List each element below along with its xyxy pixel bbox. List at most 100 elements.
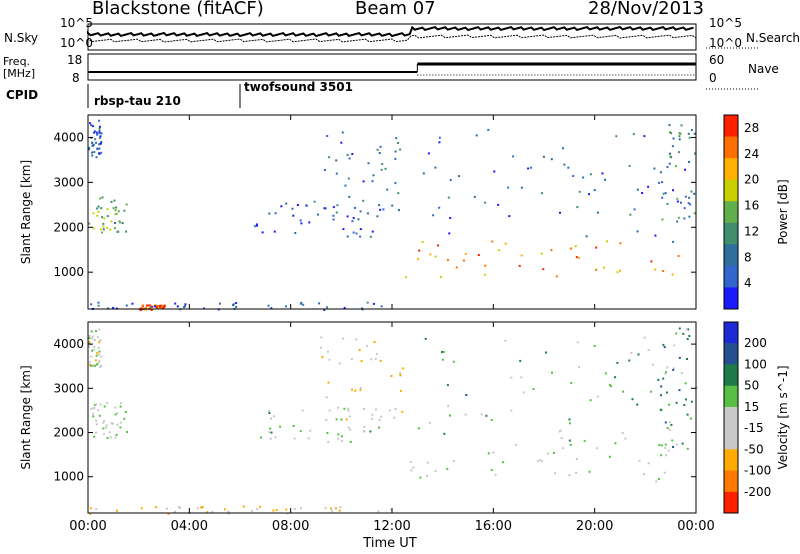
data-point-0-5 (380, 168, 383, 171)
colorbar-segment-1-4 (724, 406, 738, 429)
data-point-1-3 (260, 436, 262, 439)
x-axis-label: Time UT (362, 536, 416, 551)
data-point-0-4 (332, 218, 335, 221)
data-point-0-8 (680, 201, 682, 204)
data-point-1-2 (95, 508, 98, 511)
data-point-0-1 (119, 221, 122, 224)
date-label: 28/Nov/2013 (588, 0, 704, 19)
data-point-1-5 (426, 474, 428, 477)
data-point-0-8 (664, 192, 667, 195)
freq-label: Freq. (3, 55, 31, 68)
data-point-0-6 (421, 241, 424, 244)
data-point-0-3 (235, 302, 238, 304)
data-point-1-6 (622, 390, 625, 393)
data-point-0-1 (97, 210, 100, 213)
freq-unit-label: [MHz] (3, 67, 36, 80)
data-point-0-2 (141, 305, 144, 308)
colorbar-segment-0-2 (724, 158, 738, 181)
data-point-0-5 (362, 199, 365, 202)
data-point-0-6 (650, 260, 653, 263)
data-point-0-7 (615, 135, 618, 138)
data-point-1-5 (502, 461, 504, 464)
data-point-1-2 (196, 507, 199, 510)
data-point-1-6 (660, 394, 662, 397)
colorbar-segment-0-7 (724, 265, 738, 288)
data-point-1-5 (647, 462, 650, 465)
data-point-0-2 (161, 304, 164, 307)
data-point-0-4 (253, 225, 256, 228)
data-point-1-2 (256, 508, 259, 510)
data-point-1-7 (687, 328, 690, 331)
data-point-0-1 (115, 206, 117, 209)
data-point-1-6 (424, 337, 427, 340)
data-point-0-2 (160, 306, 163, 309)
data-point-1-2 (338, 509, 341, 512)
data-point-1-5 (536, 460, 539, 463)
data-point-1-2 (258, 505, 261, 508)
data-point-1-4 (328, 358, 331, 361)
data-point-0-8 (672, 240, 675, 243)
data-point-0-4 (305, 204, 308, 207)
data-point-1-6 (621, 432, 624, 435)
data-point-0-7 (540, 192, 543, 195)
cpid-program-2: twofsound 3501 (244, 80, 353, 94)
data-point-0-7 (447, 196, 450, 199)
data-point-1-1 (112, 422, 115, 425)
data-point-1-6 (624, 437, 627, 440)
colorbar-label-1: Velocity [m s^-1] (776, 365, 790, 469)
colorbar-tick-1-0: 200 (744, 336, 767, 350)
data-point-1-4 (345, 418, 348, 421)
data-point-0-8 (668, 131, 671, 134)
data-point-0-5 (323, 169, 326, 171)
data-point-0-8 (693, 212, 696, 215)
data-point-0-7 (438, 141, 441, 144)
x-tick-label-3: 12:00 (373, 519, 410, 534)
data-point-0-7 (633, 208, 636, 211)
colorbar-tick-0-5: 24 (744, 147, 759, 161)
data-point-0-5 (344, 184, 347, 187)
data-point-0-6 (654, 268, 657, 271)
data-point-1-5 (608, 455, 611, 458)
data-point-0-8 (669, 155, 672, 158)
data-point-0-7 (593, 189, 596, 192)
data-point-1-7 (671, 439, 674, 442)
data-point-0-1 (99, 228, 102, 231)
data-point-1-0 (93, 339, 96, 341)
data-point-1-6 (441, 351, 443, 353)
data-point-1-5 (575, 472, 578, 474)
data-point-0-4 (308, 221, 311, 224)
data-point-1-0 (95, 354, 98, 357)
data-point-1-5 (426, 461, 429, 464)
data-point-1-5 (541, 460, 544, 463)
data-point-1-4 (328, 409, 331, 412)
data-point-0-0 (94, 138, 97, 141)
data-point-1-0 (92, 364, 95, 367)
data-point-1-6 (608, 383, 611, 386)
data-point-0-0 (93, 151, 96, 154)
data-point-1-4 (327, 381, 330, 384)
data-point-0-3 (97, 304, 100, 307)
data-point-1-0 (100, 355, 103, 358)
data-point-1-3 (375, 408, 377, 411)
data-point-0-8 (677, 216, 680, 219)
colorbar-frame-1 (723, 321, 739, 514)
data-point-0-5 (335, 172, 338, 175)
data-point-1-4 (327, 350, 329, 353)
data-point-1-1 (92, 412, 95, 415)
data-point-1-7 (666, 427, 669, 429)
data-point-0-6 (462, 259, 465, 262)
colorbar-tick-1-3: 15 (744, 400, 759, 414)
data-point-1-0 (96, 352, 99, 355)
data-point-1-1 (105, 424, 108, 427)
data-point-1-1 (93, 435, 96, 438)
data-point-0-6 (483, 273, 486, 276)
data-point-1-7 (672, 368, 675, 371)
data-point-1-6 (631, 398, 634, 401)
data-point-1-0 (100, 364, 102, 367)
data-point-0-5 (348, 157, 351, 160)
data-point-0-7 (458, 175, 460, 178)
data-point-0-3 (361, 307, 363, 310)
data-point-1-1 (97, 409, 100, 412)
data-point-1-5 (554, 472, 557, 475)
